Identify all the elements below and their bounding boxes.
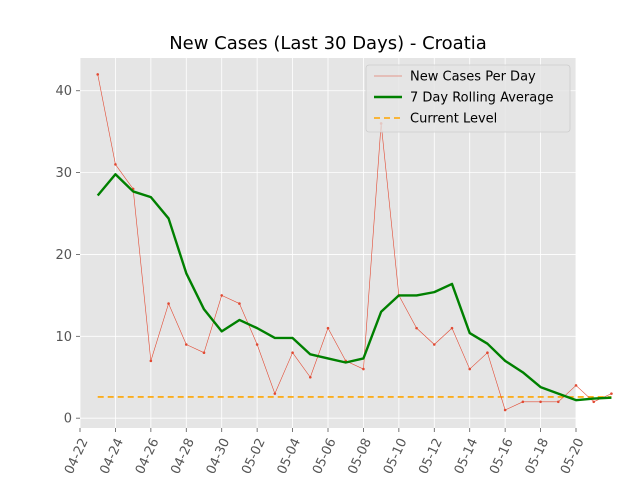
data-point (415, 326, 418, 330)
data-point (202, 351, 206, 354)
y-tick-label: 0 (64, 412, 72, 427)
data-point (96, 73, 100, 76)
legend-label-2: Current Level (410, 112, 497, 127)
data-point (167, 302, 170, 305)
data-point (503, 408, 507, 412)
y-tick-label: 10 (55, 330, 72, 345)
data-point (521, 400, 525, 404)
y-tick-label: 30 (55, 166, 72, 181)
legend: New Cases Per Day 7 Day Rolling Average Cu… (365, 64, 571, 133)
data-point (255, 343, 259, 346)
data-point (273, 392, 277, 395)
legend-box (365, 64, 571, 133)
legend-label-0: New Cases Per Day (410, 70, 536, 85)
y-tick-label: 20 (55, 248, 72, 263)
data-point (220, 294, 224, 297)
data-point (610, 392, 613, 395)
data-point (432, 343, 436, 346)
data-point (238, 302, 241, 305)
data-point (114, 163, 117, 166)
chart-title: New Cases (Last 30 Days) - Croatia (169, 33, 487, 54)
data-point (326, 326, 330, 330)
series-line-1 (96, 173, 612, 402)
data-point (556, 400, 560, 404)
legend-label-1: 7 Day Rolling Average (410, 91, 553, 106)
series-line-0 (97, 74, 612, 411)
data-point (184, 343, 188, 346)
data-point (592, 400, 596, 404)
data-point (539, 400, 542, 404)
data-point (486, 351, 489, 354)
data-point (308, 375, 312, 379)
grid (79, 58, 577, 428)
data-point (574, 384, 578, 387)
data-point (450, 326, 454, 330)
series-layer (96, 73, 613, 412)
data-point (468, 367, 472, 371)
data-point (149, 359, 153, 363)
data-point (291, 351, 294, 354)
y-tick-label: 40 (55, 84, 72, 99)
data-point (362, 367, 365, 371)
y-axis: 0 10 20 30 40 (55, 84, 80, 427)
